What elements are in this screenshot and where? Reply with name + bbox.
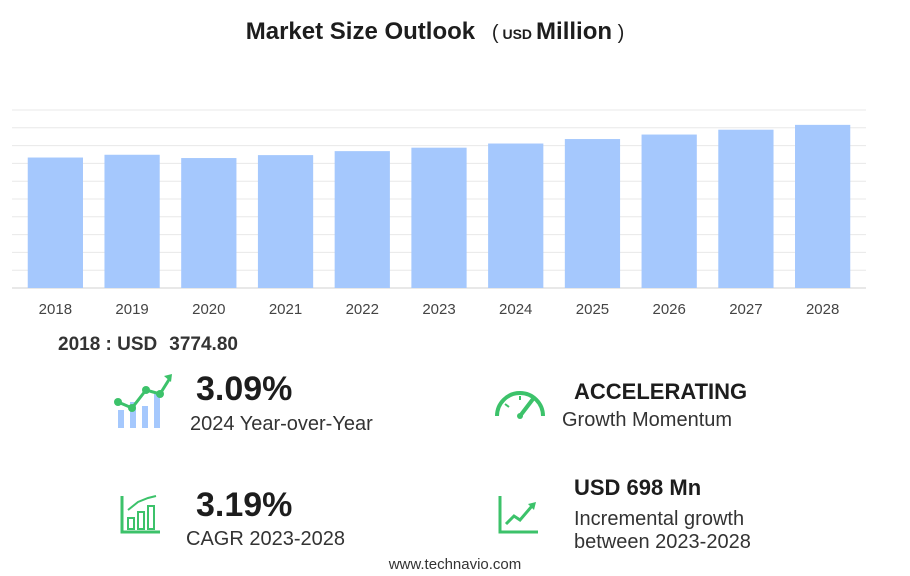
x-tick-2025: 2025 [576,301,609,318]
x-tick-2023: 2023 [422,301,455,318]
bar-2025 [564,139,621,288]
x-tick-2020: 2020 [192,301,225,318]
base-year-value: 2018 : USD 3774.80 [58,334,238,356]
momentum-label: Growth Momentum [562,409,733,431]
bar-2027 [718,129,774,288]
momentum-label-wrap: Growth Momentum [562,409,732,432]
momentum-value: ACCELERATING [574,379,748,404]
incremental-label-line1: Incremental growth [574,508,745,530]
x-tick-labels: 2018 2019 2020 2021 2022 2023 2024 2025 2026 2027… [39,301,840,318]
bar-2022 [334,151,390,288]
bar-chart: 2018 2019 2020 2021 2022 2023 2024 2025 2026 2027… [12,109,866,318]
bar-2026 [641,134,697,288]
growth-chart-icon [114,374,172,428]
x-tick-2021: 2021 [269,301,302,318]
base-year-label: 2018 : USD [58,334,158,355]
x-tick-2028: 2028 [806,301,839,318]
chart-title: Market Size Outlook (USD Million ) [0,18,870,46]
bar-2020 [181,158,237,288]
bar-2021 [257,155,314,288]
unit-small: USD [502,26,533,42]
bars [27,124,851,288]
x-tick-2024: 2024 [499,301,532,318]
yoy-value: 3.09% [196,370,293,408]
trend-line-icon [498,496,538,534]
x-tick-2018: 2018 [39,301,72,318]
incremental-value: USD 698 Mn [574,475,702,500]
momentum-stat: ACCELERATING [574,379,747,405]
speedometer-icon [495,391,545,419]
x-tick-2019: 2019 [115,301,148,318]
incremental-stat: USD 698 Mn [574,475,701,501]
title-text: Market Size Outlook [245,18,476,45]
bar-2019 [104,154,160,288]
bar-2023 [411,147,467,288]
cagr-value: 3.19% [196,486,293,524]
incremental-label-wrap: Incremental growth between 2023-2028 [574,508,751,554]
bar-chart-icon [120,495,160,534]
title-unit: (USD Million ) [491,18,625,45]
cagr-label-wrap: CAGR 2023-2028 [186,528,345,551]
incremental-label-line2: between 2023-2028 [574,531,751,553]
cagr-stat: 3.19% [196,486,292,525]
bar-2018 [27,157,83,288]
source-footer[interactable]: www.technavio.com [388,556,522,573]
yoy-label-wrap: 2024 Year-over-Year [190,413,373,436]
x-tick-2027: 2027 [729,301,762,318]
x-tick-2022: 2022 [346,301,379,318]
bar-2024 [488,143,544,288]
unit-big: Million [536,18,613,45]
x-tick-2026: 2026 [652,301,685,318]
yoy-stat: 3.09% [196,370,292,409]
cagr-label: CAGR 2023-2028 [186,528,345,550]
bar-2028 [795,124,851,288]
base-year-amount: 3774.80 [169,334,238,355]
yoy-label: 2024 Year-over-Year [190,413,373,435]
